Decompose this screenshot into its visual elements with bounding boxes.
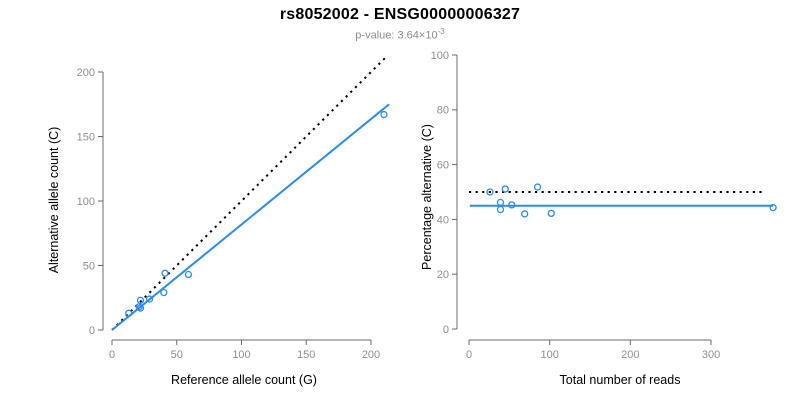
pvalue-exponent: -3	[437, 27, 445, 36]
percentage-vs-reads-y-tick-label: 80	[437, 105, 449, 117]
regression-line	[111, 103, 390, 331]
percentage-vs-reads-y-tick-label: 0	[443, 324, 449, 336]
percentage-vs-reads-data-point	[533, 183, 542, 191]
pvalue-subtitle: p-value: 3.64×10-3	[0, 27, 800, 42]
allele-counts-y-tick-label: 150	[77, 131, 95, 143]
percentage-vs-reads-x-tick-label: 300	[702, 349, 720, 361]
percentage-vs-reads-x-tick-label: 100	[540, 349, 558, 361]
percentage-vs-reads-data-point	[496, 198, 505, 207]
allele-counts-data-point	[135, 303, 143, 311]
allele-counts-x-tick-label: 0	[109, 349, 115, 361]
identity-line	[111, 55, 388, 331]
allele-counts-data-point	[136, 296, 145, 304]
allele-counts-x-tick-label: 50	[171, 349, 183, 361]
allele-counts-y-tick-label: 100	[77, 196, 95, 208]
allele-counts-data-point	[380, 110, 388, 119]
percentage-vs-reads-x-tick-label: 0	[466, 349, 472, 361]
allele-counts-data-point	[136, 304, 145, 312]
percentage-vs-reads-y-tick-label: 40	[437, 214, 449, 226]
allele-counts-data-point	[160, 288, 168, 297]
allele-counts-y-axis-title: Alternative allele count (C)	[47, 127, 61, 274]
percentage-vs-reads-y-axis-title: Percentage alternative (C)	[420, 124, 434, 270]
allele-counts-data-point	[125, 309, 133, 317]
allele-counts-y-tick-label: 0	[89, 325, 95, 337]
allele-counts-y-tick-label: 200	[77, 67, 95, 79]
percentage-vs-reads-data-point	[547, 209, 555, 218]
percentage-vs-reads-y-tick-label: 100	[431, 50, 449, 62]
percentage-vs-reads-data-point	[508, 201, 516, 209]
allele-counts-x-tick-label: 200	[362, 349, 380, 361]
percentage-vs-reads-x-tick-label: 200	[621, 349, 639, 361]
percentage-vs-reads-data-point	[496, 205, 505, 214]
percentage-vs-reads-data-point	[521, 210, 529, 218]
page-title: rs8052002 - ENSG00000006327	[279, 6, 521, 23]
allele-counts-x-tick-label: 150	[297, 349, 315, 361]
allele-counts-data-point	[161, 269, 169, 277]
allele-counts-x-tick-label: 100	[232, 349, 250, 361]
percentage-vs-reads-data-point	[486, 188, 494, 196]
allele-counts-x-axis-title: Reference allele count (G)	[171, 373, 317, 387]
pvalue-text: p-value: 3.64×10	[355, 29, 438, 42]
percentage-vs-reads-y-tick-label: 20	[437, 269, 449, 281]
allele-counts-data-point	[145, 295, 154, 303]
allele-counts-y-tick-label: 50	[83, 260, 95, 272]
allele-counts-data-point	[184, 270, 193, 279]
percentage-vs-reads-x-axis-title: Total number of reads	[560, 373, 681, 387]
percentage-vs-reads-data-point	[501, 185, 509, 193]
percentage-vs-reads-y-tick-label: 60	[437, 159, 449, 171]
percentage-vs-reads-data-point	[769, 203, 777, 212]
